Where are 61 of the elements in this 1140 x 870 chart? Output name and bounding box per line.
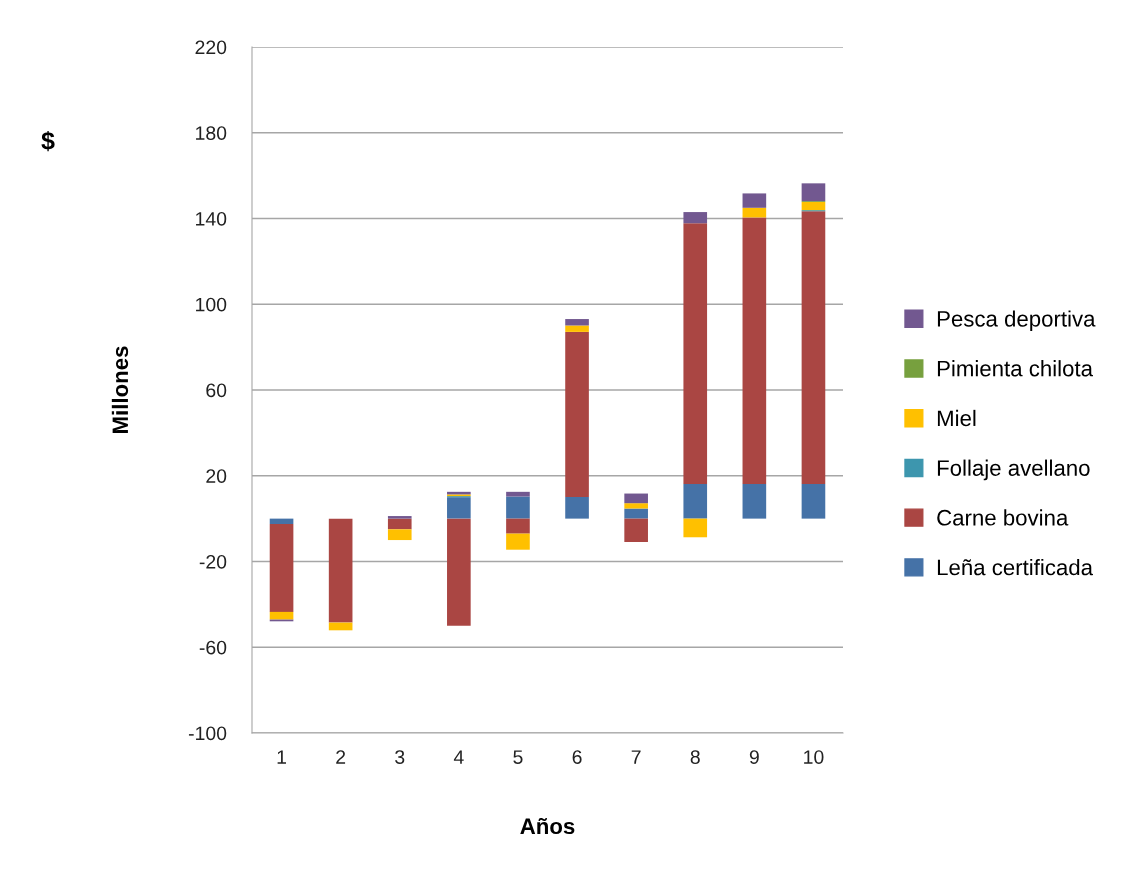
x-tick-label: 9: [749, 750, 759, 764]
bar: [506, 491, 530, 497]
bar: [742, 217, 767, 484]
x-tick-label: 4: [453, 750, 464, 764]
bar: [683, 223, 708, 484]
x-tick-label: 5: [513, 750, 523, 764]
bar: [565, 319, 589, 326]
y-tick-label: 220: [195, 40, 227, 55]
bar: [447, 518, 471, 626]
bar: [387, 518, 412, 530]
legend-label: Leña certificada: [937, 559, 1093, 576]
x-tick-label: 2: [336, 750, 346, 764]
x-tick-label: 6: [572, 750, 582, 764]
y-tick-label: 20: [206, 469, 227, 483]
x-tick-label: 10: [804, 750, 824, 764]
legend-label: Pesca deportiva: [937, 310, 1096, 332]
x-tick-label: 3: [395, 750, 405, 764]
y-tick-label: -60: [199, 640, 227, 655]
y-axis-title: Millones: [111, 346, 129, 433]
bar: [624, 493, 648, 504]
legend-label: Carne bovina: [937, 509, 1069, 526]
text: $: [41, 130, 55, 152]
bar: [683, 212, 708, 224]
x-tick-label: 7: [631, 750, 641, 764]
bar: [742, 193, 767, 208]
bar: [387, 516, 412, 519]
bar: [624, 518, 648, 542]
legend-label: Pimienta chilota: [937, 360, 1093, 377]
bar: [506, 533, 530, 550]
y-tick-label: 100: [196, 297, 227, 312]
y-tick-label: -100: [188, 726, 227, 741]
bar: [801, 201, 826, 211]
bar: [565, 331, 589, 497]
bar: [683, 518, 708, 538]
bar: [269, 518, 294, 524]
bar: [565, 325, 589, 332]
legend-label: Follaje avellano: [937, 459, 1090, 481]
y-tick-label: 180: [196, 126, 227, 140]
y-tick-label: -20: [199, 554, 227, 569]
bar: [447, 497, 471, 519]
y-tick-label: 140: [196, 211, 227, 226]
x-axis-title: Años: [520, 817, 575, 835]
bar: [742, 207, 767, 218]
bar: [387, 529, 412, 541]
bar: [269, 523, 294, 612]
bar: [506, 518, 530, 534]
bar: [565, 496, 589, 519]
bar: [624, 503, 648, 509]
y-tick-label: 60: [206, 383, 227, 398]
bar: [742, 483, 767, 519]
bar: [683, 483, 708, 519]
x-tick-label: 1: [277, 750, 287, 764]
bar: [624, 508, 648, 519]
bar: [801, 483, 826, 519]
bar: [801, 183, 826, 202]
bar: [506, 496, 530, 519]
bar: [269, 611, 294, 620]
bar: [328, 518, 353, 623]
bar: [801, 211, 826, 484]
x-tick-label: 8: [690, 750, 700, 764]
legend-label: Miel: [937, 409, 976, 427]
